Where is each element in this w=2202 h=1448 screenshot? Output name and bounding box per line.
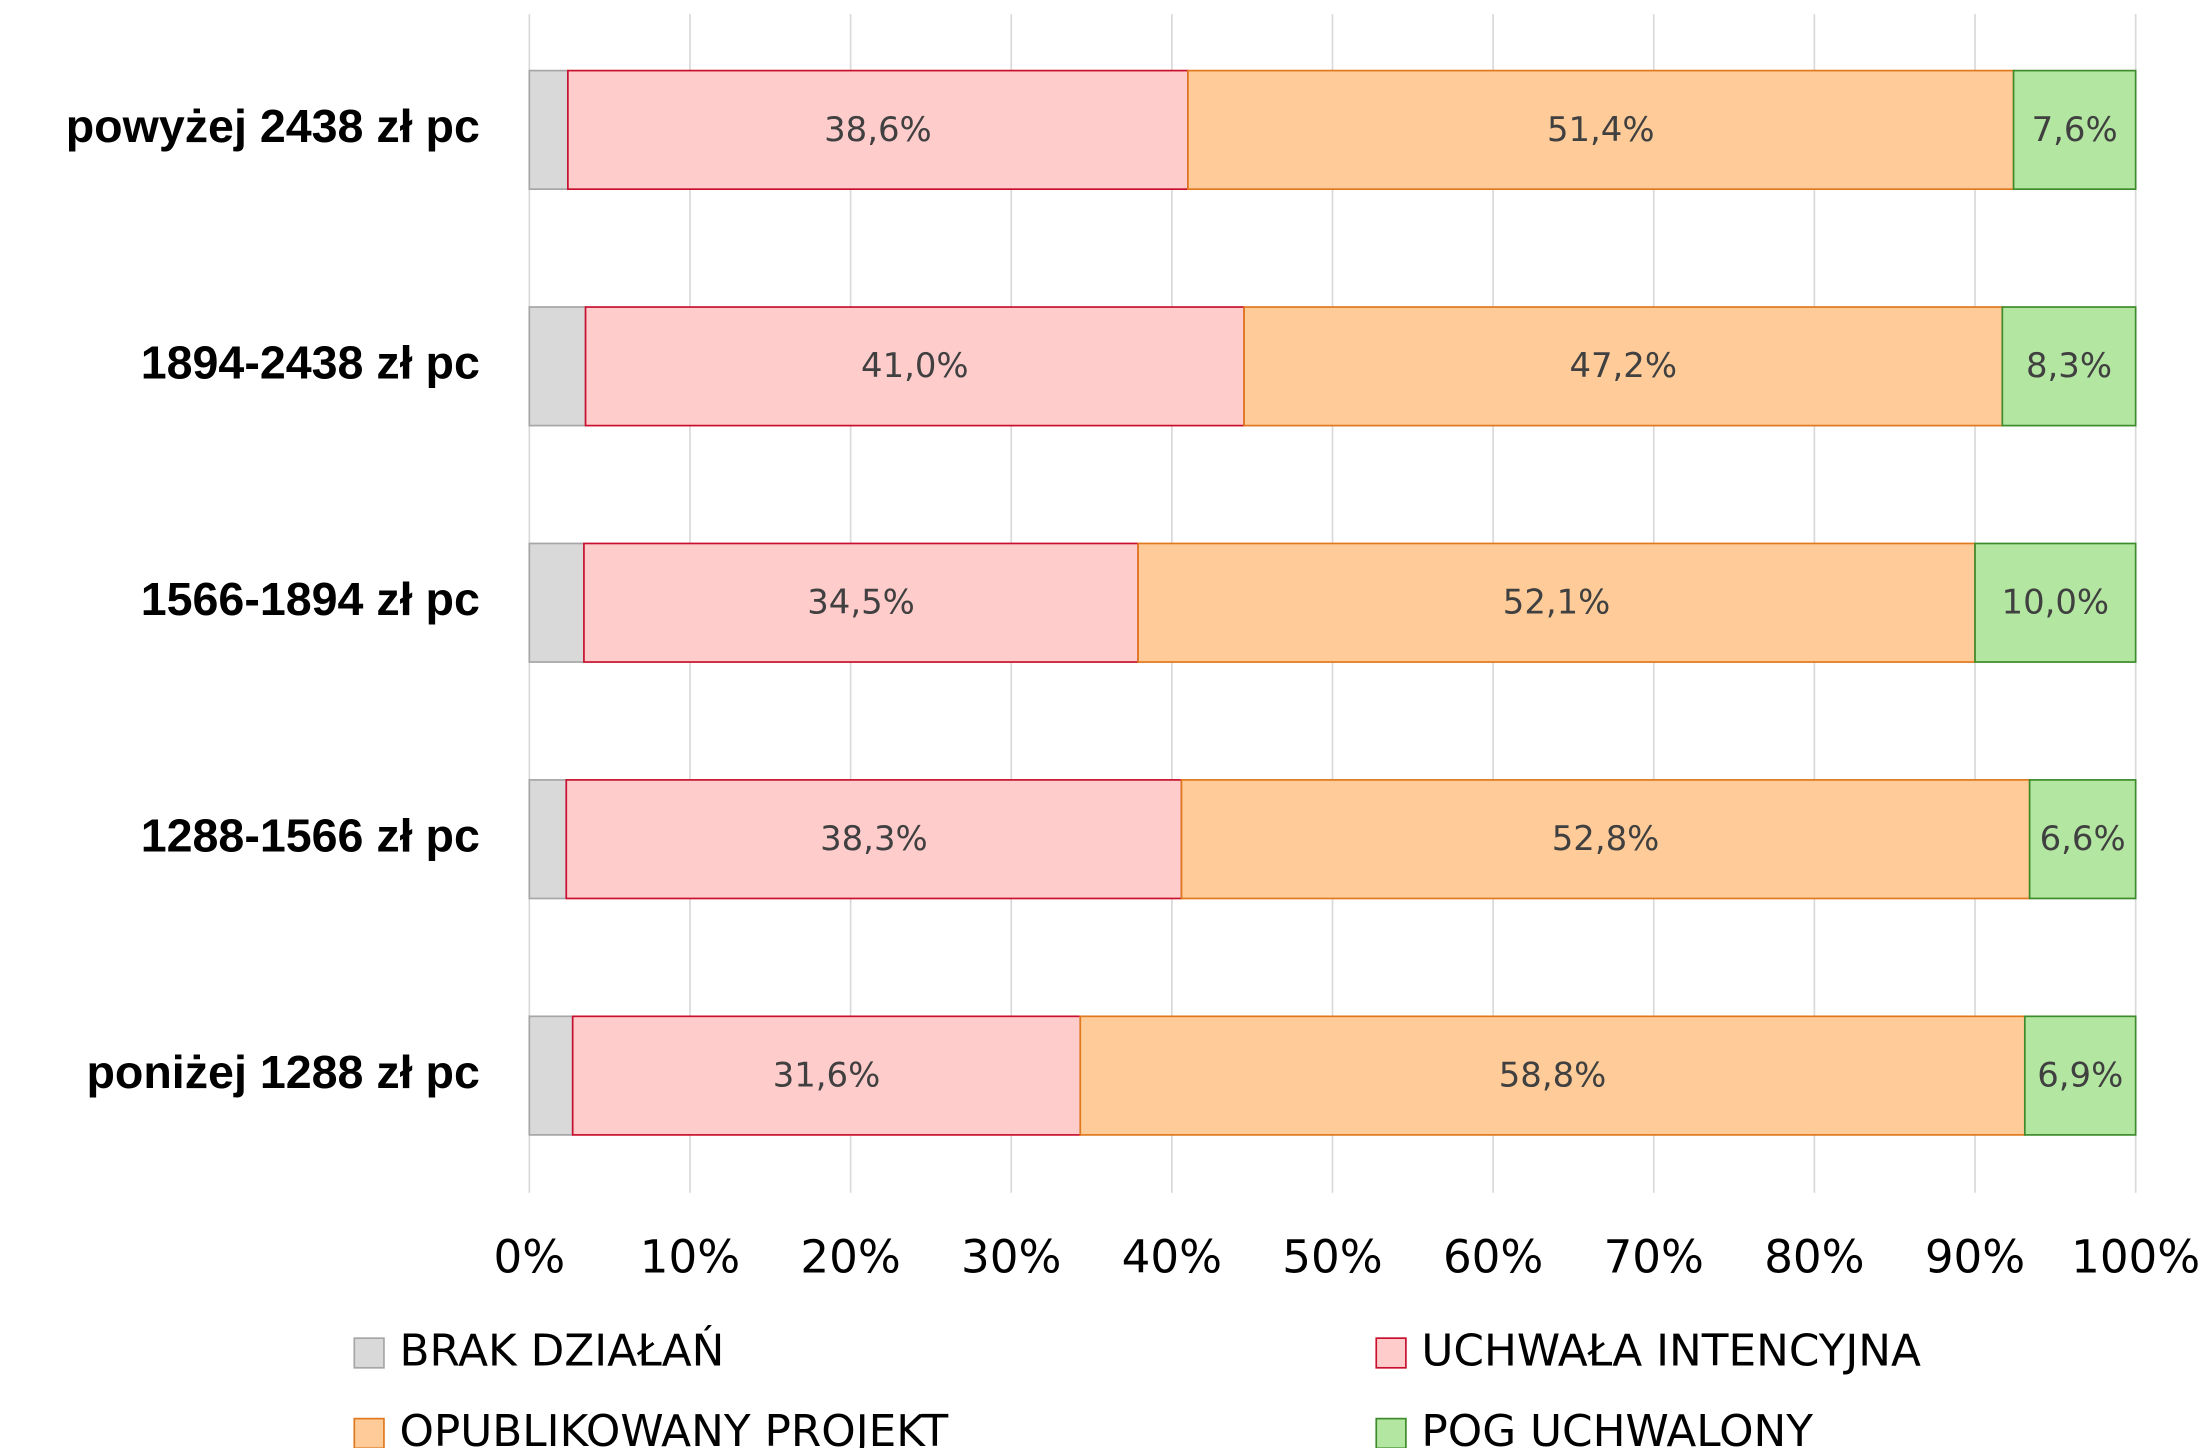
legend-label: OPUBLIKOWANY PROJEKT	[399, 1406, 948, 1448]
bar-segment	[1079, 1015, 2026, 1136]
x-tick-label: 10%	[640, 1231, 740, 1284]
category-label: powyżej 2438 zł pc	[66, 100, 480, 152]
bar-segment	[528, 542, 585, 663]
bar-segment	[567, 69, 1189, 191]
data-label: 34,5%	[807, 583, 915, 622]
legend-swatch	[1375, 1337, 1407, 1369]
data-label: 6,6%	[2040, 819, 2126, 858]
bar-segment	[2023, 1015, 2137, 1136]
bar-segment	[528, 1015, 574, 1136]
x-tick-label: 20%	[800, 1231, 900, 1284]
x-tick-label: 80%	[1764, 1231, 1864, 1284]
x-tick-label: 60%	[1443, 1231, 1543, 1284]
data-label: 10,0%	[2002, 583, 2110, 622]
legend-swatch	[353, 1417, 385, 1448]
legend-label: POG UCHWALONY	[1421, 1406, 1813, 1448]
legend-label: UCHWAŁA INTENCYJNA	[1421, 1326, 1921, 1377]
category-label: 1566-1894 zł pc	[141, 573, 480, 625]
bar-segment	[571, 1015, 1082, 1136]
bar-segment	[584, 306, 1245, 427]
data-label: 38,3%	[820, 819, 928, 858]
bar-segment	[2012, 69, 2137, 191]
data-label: 58,8%	[1499, 1056, 1607, 1095]
bar-segment	[528, 306, 587, 427]
category-label: 1894-2438 zł pc	[141, 337, 480, 389]
x-tick-label: 90%	[1925, 1231, 2025, 1284]
category-label: poniżej 1288 zł pc	[86, 1046, 479, 1098]
category-label: 1288-1566 zł pc	[141, 809, 480, 861]
data-label: 38,6%	[824, 110, 932, 149]
x-tick-label: 50%	[1282, 1231, 1382, 1284]
data-label: 7,6%	[2032, 110, 2118, 149]
bar-segment	[1180, 779, 2031, 900]
x-tick-label: 40%	[1122, 1231, 1222, 1284]
data-label: 41,0%	[861, 346, 969, 385]
bar-segment	[565, 779, 1183, 900]
data-label: 47,2%	[1569, 346, 1677, 385]
data-label: 52,1%	[1503, 583, 1611, 622]
x-tick-label: 100%	[2071, 1231, 2200, 1284]
legend-swatch	[1375, 1417, 1407, 1448]
data-label: 51,4%	[1547, 110, 1655, 149]
legend-swatch	[353, 1337, 385, 1369]
bar-segment	[1243, 306, 2004, 427]
bar-segment	[1187, 69, 2015, 191]
bar-segment	[2028, 779, 2137, 900]
x-tick-label: 30%	[961, 1231, 1061, 1284]
data-label: 6,9%	[2037, 1056, 2123, 1095]
bar-segment	[528, 779, 568, 900]
bar-segment	[583, 542, 1139, 663]
data-label: 52,8%	[1552, 819, 1660, 858]
bar-segment	[528, 69, 569, 191]
bar-segment	[1974, 542, 2137, 663]
x-tick-label: 0%	[494, 1231, 566, 1284]
data-label: 8,3%	[2026, 346, 2112, 385]
data-label: 31,6%	[773, 1056, 881, 1095]
legend-label: BRAK DZIAŁAŃ	[399, 1324, 724, 1377]
bar-segment	[2001, 306, 2137, 427]
x-tick-label: 70%	[1604, 1231, 1704, 1284]
